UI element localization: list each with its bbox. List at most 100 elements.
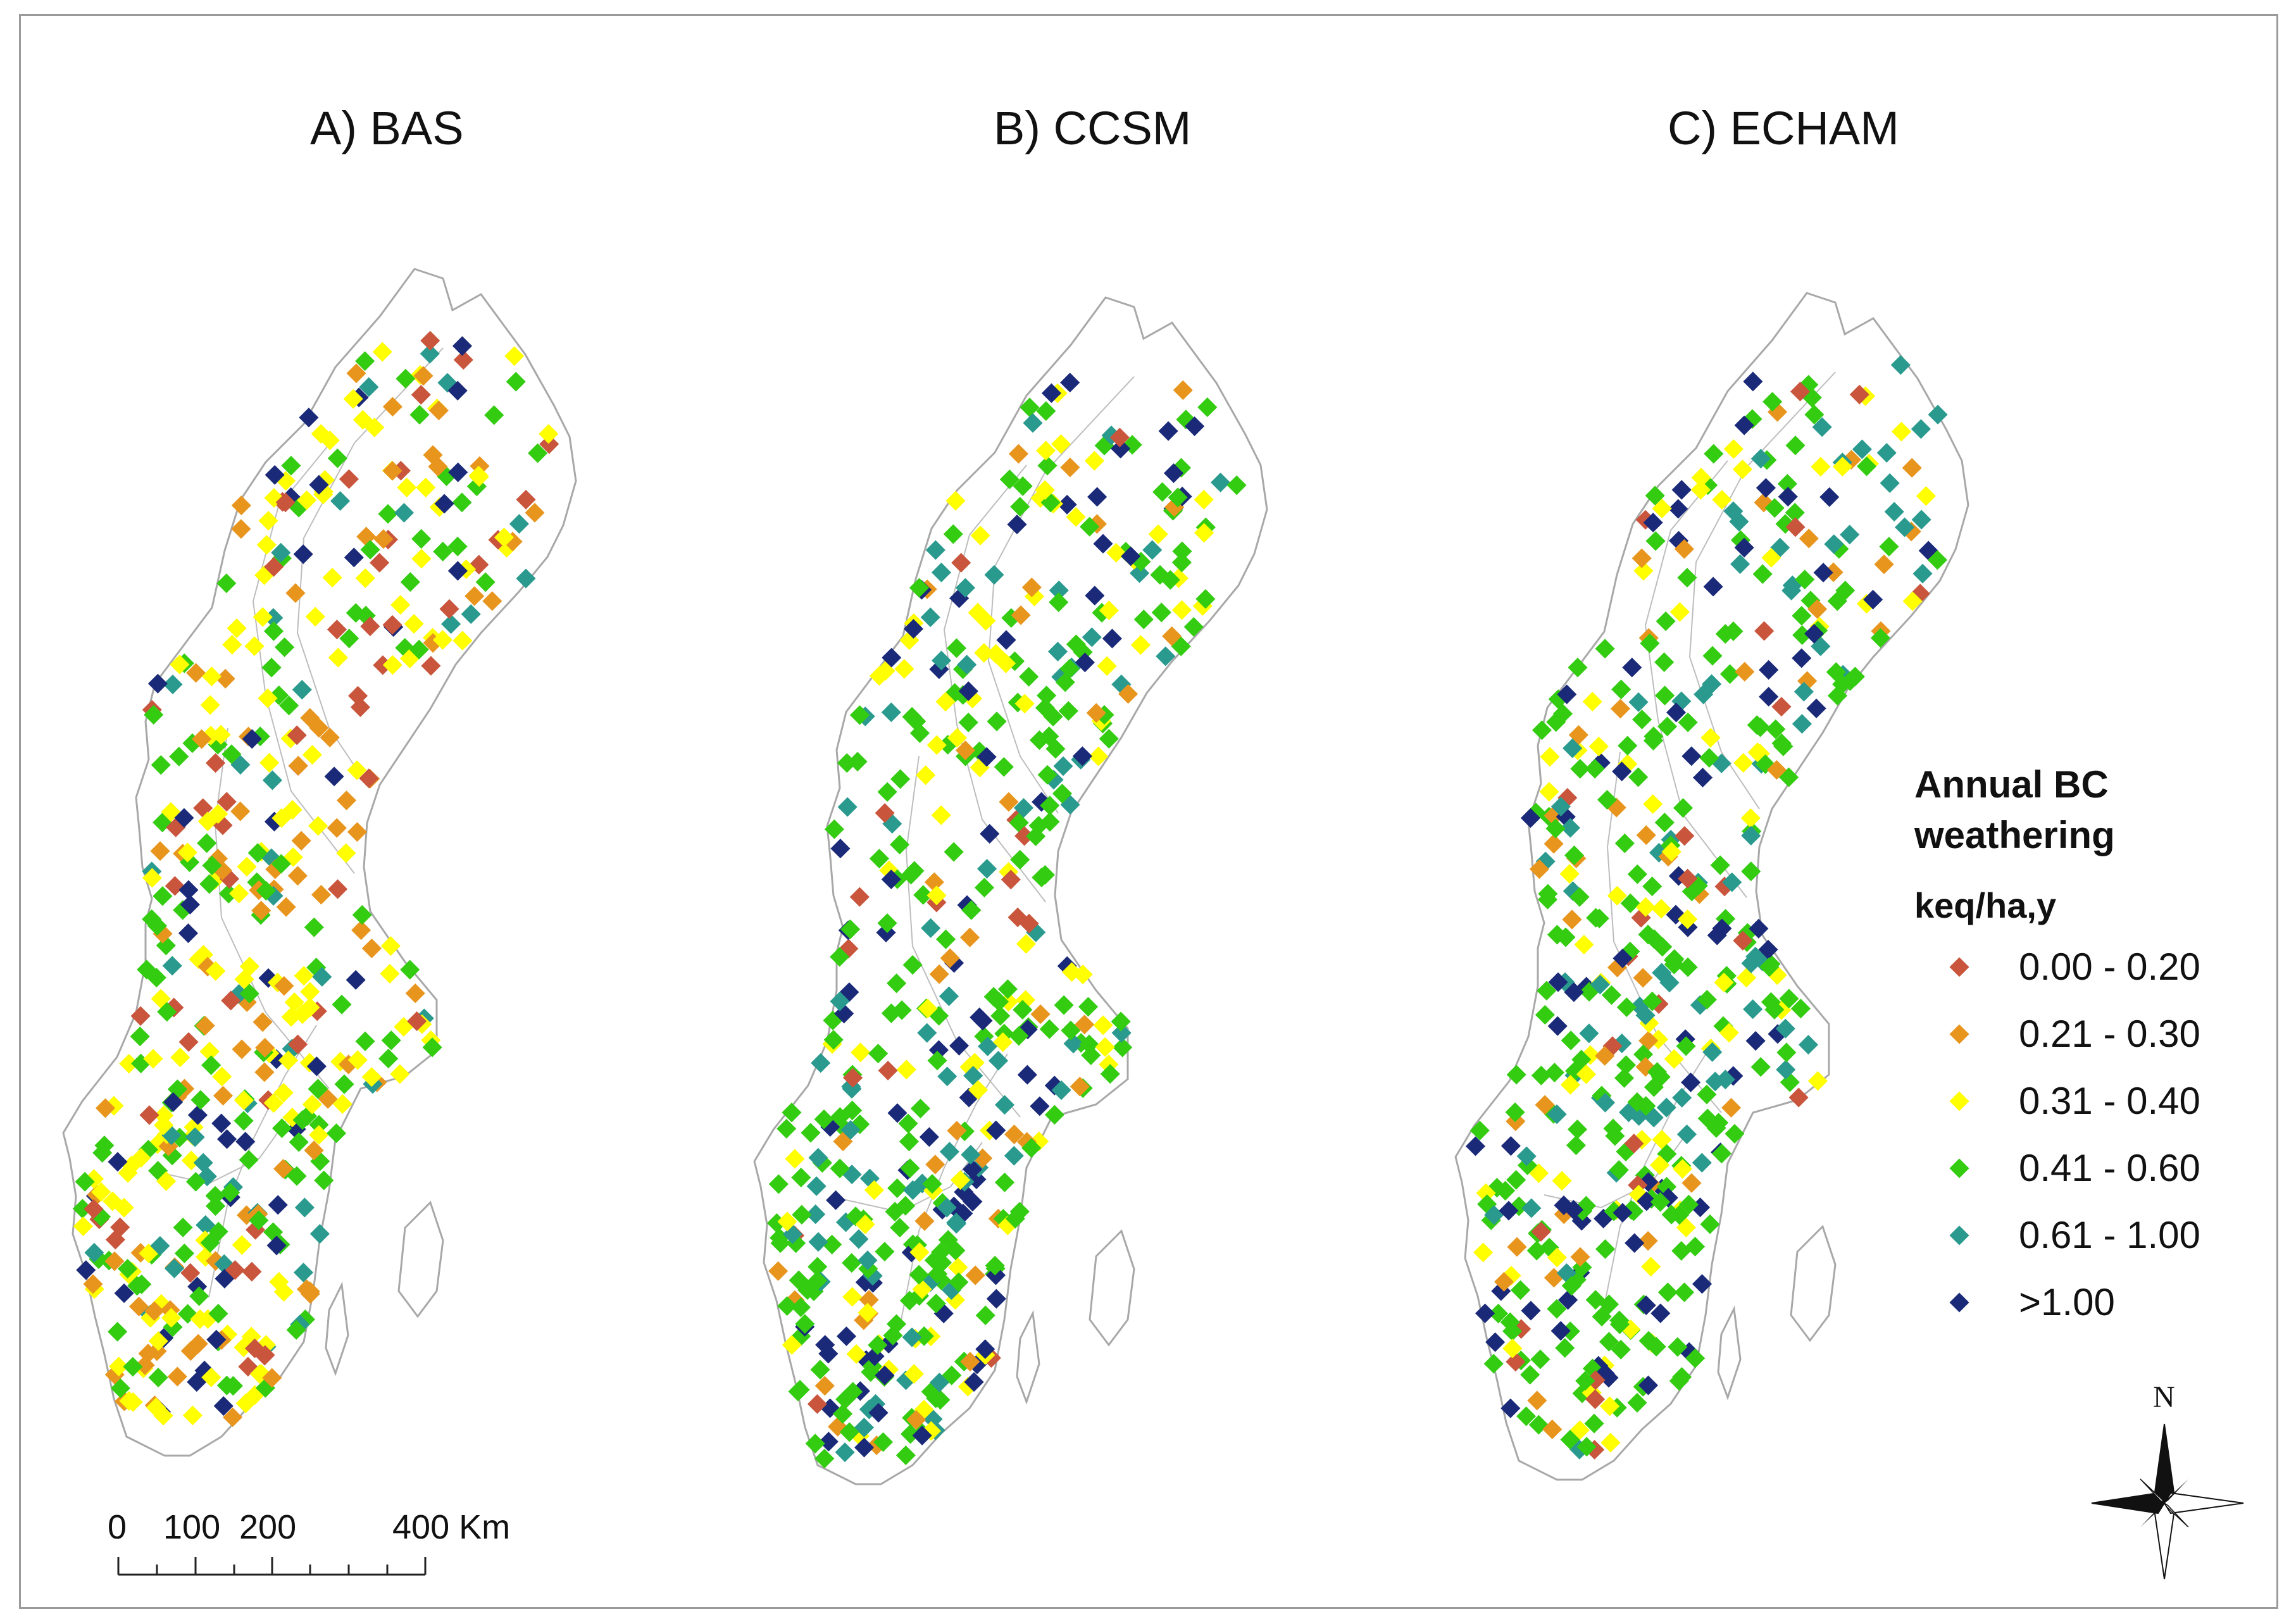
site-marker (336, 790, 357, 811)
site-marker (1794, 682, 1814, 702)
site-marker (382, 615, 402, 635)
site-marker (330, 491, 351, 511)
site-marker (232, 1039, 252, 1059)
panel-title-ccsm: B) CCSM (994, 102, 1192, 154)
site-marker (811, 1053, 831, 1073)
site-marker (1890, 355, 1911, 375)
site-marker (931, 805, 951, 825)
site-marker (469, 467, 489, 487)
site-marker (254, 1062, 275, 1082)
site-marker (1650, 1303, 1671, 1323)
site-marker (999, 792, 1019, 812)
oland-outline (325, 1281, 349, 1377)
site-marker (1531, 1221, 1551, 1242)
legend-entry-3: 0.41 - 0.60 (1914, 1135, 2200, 1202)
site-marker (382, 461, 402, 481)
site-marker (847, 751, 868, 771)
site-marker (1676, 1124, 1697, 1144)
site-marker (877, 913, 897, 934)
site-marker (1160, 570, 1180, 590)
site-marker (1582, 692, 1602, 712)
site-marker (308, 816, 328, 836)
site-marker (1614, 833, 1635, 854)
site-marker (309, 475, 329, 495)
site-marker (281, 456, 301, 476)
site-marker (259, 753, 280, 773)
gotland-outline (397, 1201, 444, 1318)
site-marker (1735, 661, 1755, 682)
site-marker (1627, 1392, 1647, 1413)
site-marker (887, 973, 907, 994)
region-boundary (987, 376, 1135, 814)
site-marker (169, 746, 189, 766)
site-marker (206, 1330, 227, 1350)
site-marker (1880, 473, 1900, 493)
site-marker (1635, 1005, 1656, 1025)
site-marker (378, 504, 398, 524)
site-marker (1788, 1087, 1809, 1108)
site-marker (217, 1129, 237, 1149)
legend-swatch-4 (1949, 1225, 1969, 1246)
site-marker (1692, 768, 1713, 788)
site-marker (447, 536, 468, 557)
legend-swatch-3 (1949, 1158, 1969, 1178)
north-arrow-diagonal (2164, 1479, 2188, 1503)
site-marker (1691, 468, 1711, 488)
site-marker (968, 603, 988, 623)
site-marker (896, 1059, 916, 1080)
site-marker (355, 351, 375, 372)
site-marker (1037, 685, 1057, 706)
site-marker (197, 811, 218, 832)
site-marker (1473, 1242, 1494, 1263)
site-marker (1080, 516, 1100, 537)
site-marker (914, 1326, 934, 1346)
site-marker (1669, 1205, 1690, 1225)
site-marker (868, 1402, 889, 1423)
map-panel-echam (1454, 292, 1969, 1481)
site-marker (231, 496, 251, 516)
site-marker (409, 404, 430, 425)
site-marker (309, 1223, 330, 1244)
site-marker (890, 769, 911, 789)
legend-entry-1: 0.21 - 0.30 (1914, 1001, 2200, 1068)
site-marker (108, 1321, 128, 1342)
site-marker (1697, 1108, 1718, 1128)
site-marker (292, 680, 312, 700)
site-marker (142, 868, 162, 888)
site-marker (1692, 1274, 1713, 1294)
site-marker (814, 1376, 835, 1396)
site-marker (1537, 889, 1557, 909)
site-marker (1645, 531, 1666, 551)
site-marker (212, 1066, 232, 1087)
site-marker (1704, 444, 1724, 464)
scale-bar (117, 1557, 427, 1576)
site-marker (421, 656, 441, 676)
site-marker (1560, 818, 1580, 838)
site-marker (1072, 746, 1092, 766)
site-marker (1527, 1390, 1547, 1411)
site-marker (1539, 782, 1559, 802)
site-marker (985, 1256, 1005, 1276)
site-marker (271, 542, 291, 563)
site-marker (1566, 1135, 1586, 1156)
site-marker (1592, 1306, 1612, 1327)
site-marker (1703, 577, 1723, 597)
site-marker (1694, 684, 1714, 704)
site-marker (309, 1115, 329, 1135)
site-marker (1616, 997, 1637, 1018)
site-marker (205, 1185, 225, 1206)
site-marker (202, 855, 222, 876)
site-marker (1183, 616, 1204, 637)
site-marker (951, 553, 971, 573)
site-marker (1595, 639, 1615, 659)
site-marker (1057, 494, 1077, 515)
site-marker (1747, 742, 1768, 763)
site-marker (447, 380, 468, 401)
site-marker (261, 658, 282, 678)
site-marker (945, 490, 966, 511)
site-marker (851, 1042, 871, 1063)
site-marker (448, 462, 468, 482)
site-marker (143, 1049, 163, 1069)
site-marker (1501, 1136, 1521, 1156)
site-marker (1040, 796, 1060, 816)
